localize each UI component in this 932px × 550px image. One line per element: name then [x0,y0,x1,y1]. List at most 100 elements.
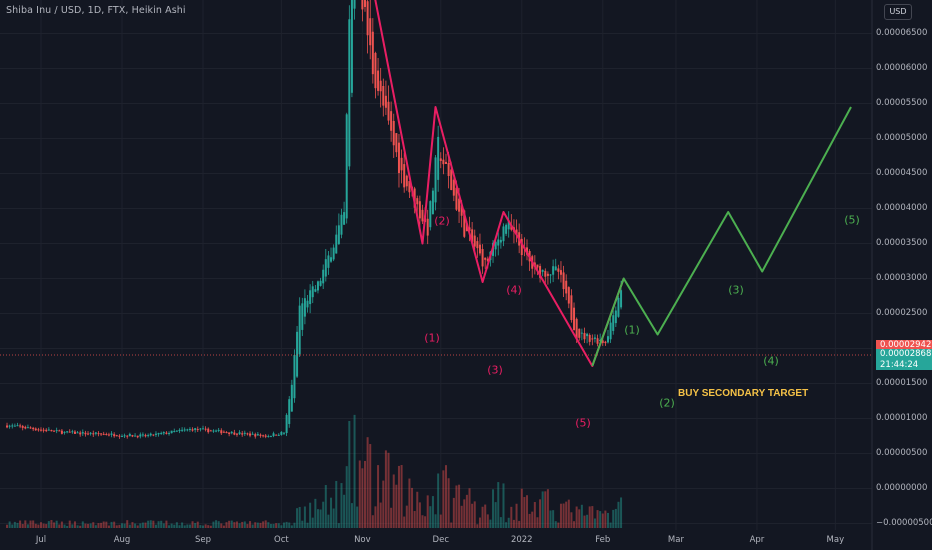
symbol-header[interactable]: Shiba Inu / USD, 1D, FTX, Heikin Ashi [6,5,186,16]
volume-bar [468,488,471,528]
volume-bar [505,522,508,528]
candle-body [607,336,609,343]
volume-bar [523,497,526,528]
volume-bar [81,521,84,528]
green-wave-label-1: (1) [624,323,640,337]
price-tick-label: 0.00001500 [876,377,928,388]
candle-body [541,269,544,272]
volume-bar [191,521,194,528]
volume-bar [463,499,466,528]
volume-bar [377,465,380,528]
candle-body [324,259,327,277]
volume-bar [154,524,157,528]
price-tick-label: 0.00005000 [876,132,928,143]
candle-body [162,432,165,434]
price-tick-label: 0.00004500 [876,167,928,178]
price-tick-label: 0.00002500 [876,307,928,318]
candle-body [188,428,191,430]
volume-bar [502,483,505,528]
candle-body [311,286,314,298]
candle-body [157,433,160,435]
candle-body [222,431,225,433]
currency-badge[interactable]: USD [884,4,912,20]
volume-bar [87,523,90,528]
red-wave-label-4: (4) [506,283,522,297]
volume-bar [546,489,549,528]
volume-bar [356,506,359,528]
candle-body [429,201,432,228]
candle-body [397,142,400,174]
volume-bar [531,511,534,528]
volume-bar [194,522,197,528]
candle-body [147,435,150,437]
candle-body [154,433,157,435]
volume-bar [220,523,223,528]
candle-body [256,434,259,436]
volume-bar [526,495,528,528]
volume-bar [121,523,123,528]
candle-body [8,425,11,427]
volume-bar [350,503,353,528]
volume-bar [562,503,565,528]
volume-bar [6,524,9,528]
candle-body [536,264,539,268]
volume-bar [431,496,434,528]
candle-body [573,307,576,331]
volume-bar [24,520,27,528]
candle-body [473,235,476,247]
volume-bar [400,465,403,528]
candle-body [58,430,61,432]
volume-bar [162,523,165,528]
candle-body [207,428,210,433]
volume-bar [607,512,609,528]
volume-bar [149,520,152,528]
time-tick-label: Feb [595,535,611,545]
time-tick-label: Mar [667,535,684,545]
volume-bar [298,506,301,528]
volume-bar [609,522,612,528]
candle-body [400,157,403,171]
candle-body [21,425,24,428]
green-wave-label-4: (4) [763,354,779,368]
candle-body [235,433,238,435]
price-tick-label: 0.00000000 [876,482,928,493]
volume-bar [471,503,474,528]
green-price-label: 0.00002868 [880,349,932,359]
time-tick-label: Aug [113,535,131,545]
countdown-label: 21:44:24 [880,360,919,370]
candle-body [552,266,555,275]
volume-bar [233,522,236,528]
candle-body [580,332,583,334]
candle-body [364,0,366,7]
candle-body [220,430,223,434]
volume-bar [285,521,288,528]
candle-body [447,162,450,177]
candle-body [405,175,408,187]
candle-body [134,435,137,437]
volume-bar [262,521,265,528]
candle-body [100,433,103,435]
candle-body [546,273,549,276]
candle-body [379,80,382,92]
volume-bar [186,524,189,528]
volume-bar [243,521,246,528]
volume-bar [249,521,252,528]
price-tick-label: 0.00005500 [876,97,928,108]
volume-bar [175,522,178,528]
candle-body [66,431,69,433]
red-wave-label-5: (5) [575,416,591,430]
price-tick-label: 0.00006000 [876,62,928,73]
candle-body [11,425,14,427]
volume-bar [136,525,139,528]
candle-body [599,339,602,341]
price-tick-label: 0.00003500 [876,237,928,248]
candle-body [152,434,155,436]
volume-bar [21,524,24,528]
price-tick-label: 0.00004000 [876,202,928,213]
red-wave-label-1: (1) [424,331,440,345]
candle-body [160,432,163,434]
volume-bar [570,512,573,528]
current-price-red-tag: 0.00002942 [876,340,932,351]
time-tick-label: 2022 [510,535,533,545]
